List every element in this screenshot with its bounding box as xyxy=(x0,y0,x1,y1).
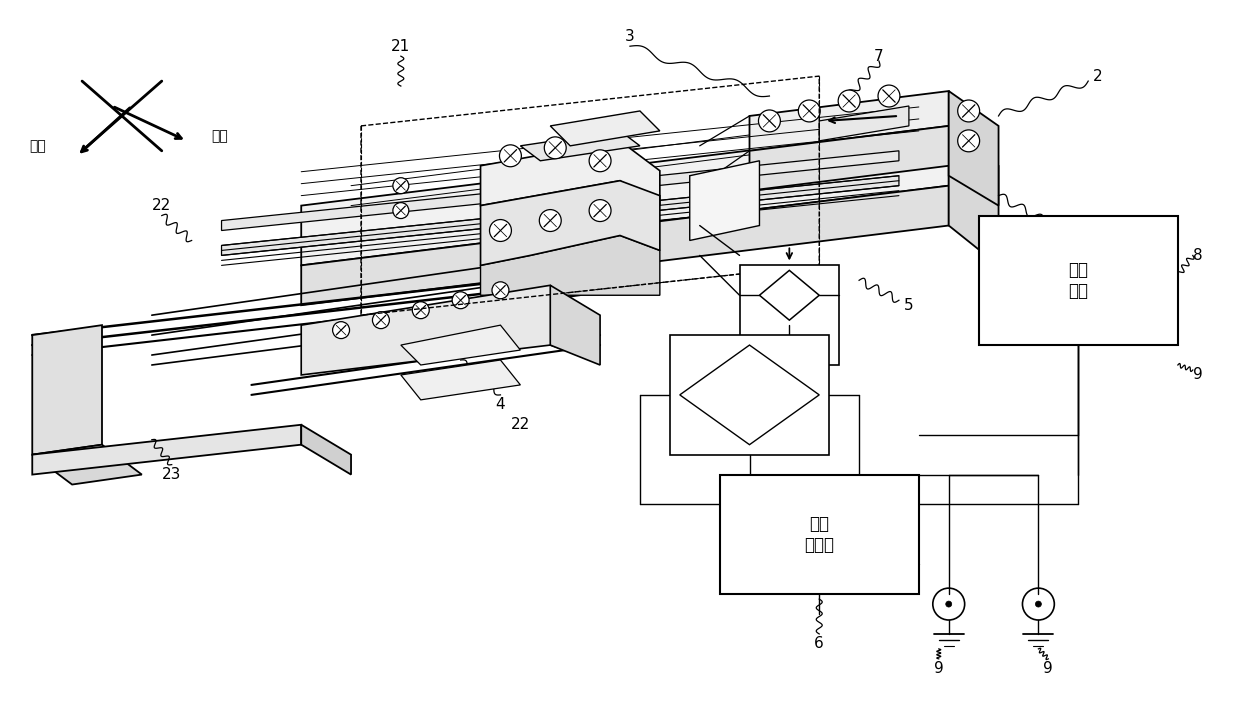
Text: 5: 5 xyxy=(904,298,914,312)
Bar xyxy=(739,265,839,365)
Circle shape xyxy=(500,145,521,167)
Polygon shape xyxy=(32,425,301,475)
Circle shape xyxy=(490,220,511,241)
Text: 21: 21 xyxy=(391,38,410,54)
Circle shape xyxy=(759,110,780,132)
Bar xyxy=(719,475,919,594)
Polygon shape xyxy=(949,126,998,265)
Polygon shape xyxy=(820,106,909,141)
Polygon shape xyxy=(759,270,820,320)
Circle shape xyxy=(957,100,980,122)
Polygon shape xyxy=(301,425,351,475)
Circle shape xyxy=(539,210,562,231)
Polygon shape xyxy=(301,286,580,375)
Polygon shape xyxy=(301,186,949,305)
Circle shape xyxy=(453,291,469,309)
Polygon shape xyxy=(481,141,660,206)
Text: 7: 7 xyxy=(874,49,884,64)
Circle shape xyxy=(544,137,567,159)
Text: 9: 9 xyxy=(1044,661,1053,676)
Circle shape xyxy=(838,90,861,112)
Text: 3: 3 xyxy=(625,29,635,44)
Bar xyxy=(670,335,830,455)
Text: 应变
解调仪: 应变 解调仪 xyxy=(805,515,835,554)
Text: 纵向: 纵向 xyxy=(29,138,46,153)
Circle shape xyxy=(957,130,980,152)
Polygon shape xyxy=(749,126,949,191)
Polygon shape xyxy=(222,151,899,231)
Circle shape xyxy=(492,282,508,299)
Text: 8: 8 xyxy=(1193,248,1203,263)
Circle shape xyxy=(393,178,409,194)
Polygon shape xyxy=(551,286,600,365)
Circle shape xyxy=(946,601,952,607)
Text: 9: 9 xyxy=(1193,368,1203,383)
Bar xyxy=(978,215,1178,345)
Circle shape xyxy=(878,85,900,107)
Text: 1: 1 xyxy=(1064,218,1073,233)
Polygon shape xyxy=(680,345,820,444)
Text: 23: 23 xyxy=(162,467,181,482)
Polygon shape xyxy=(222,175,899,255)
Polygon shape xyxy=(401,325,521,365)
Polygon shape xyxy=(949,91,998,206)
Text: 2: 2 xyxy=(1094,69,1102,83)
Polygon shape xyxy=(301,126,949,265)
Circle shape xyxy=(412,302,429,319)
Text: 4: 4 xyxy=(496,397,505,413)
Circle shape xyxy=(589,199,611,222)
Polygon shape xyxy=(689,161,759,241)
Polygon shape xyxy=(521,131,640,161)
Text: 驱动
电源: 驱动 电源 xyxy=(1068,261,1089,299)
Text: 9: 9 xyxy=(934,661,944,676)
Circle shape xyxy=(589,150,611,172)
Polygon shape xyxy=(32,444,141,484)
Polygon shape xyxy=(749,91,949,151)
Circle shape xyxy=(799,100,820,122)
Circle shape xyxy=(372,312,389,328)
Text: 22: 22 xyxy=(511,418,529,432)
Text: 6: 6 xyxy=(815,637,825,652)
Polygon shape xyxy=(481,181,660,265)
Polygon shape xyxy=(551,111,660,146)
Circle shape xyxy=(393,202,409,218)
Polygon shape xyxy=(32,325,102,455)
Circle shape xyxy=(1035,601,1042,607)
Circle shape xyxy=(332,322,350,339)
Text: 横向: 横向 xyxy=(212,129,228,143)
Polygon shape xyxy=(401,360,521,400)
Polygon shape xyxy=(481,236,660,295)
Text: 22: 22 xyxy=(153,198,171,213)
